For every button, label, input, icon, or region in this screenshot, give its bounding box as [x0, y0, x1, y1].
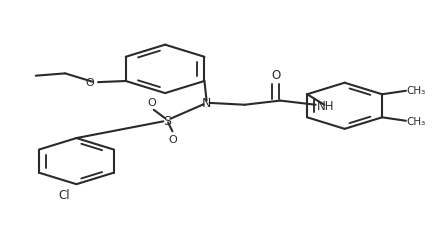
Text: Cl: Cl [58, 188, 70, 201]
Text: CH₃: CH₃ [407, 86, 426, 96]
Text: N: N [202, 97, 211, 110]
Text: O: O [168, 135, 177, 145]
Text: NH: NH [317, 100, 335, 113]
Text: CH₃: CH₃ [407, 117, 426, 127]
Text: O: O [147, 97, 156, 107]
Text: O: O [86, 77, 95, 87]
Text: O: O [271, 69, 280, 82]
Text: S: S [163, 114, 171, 127]
